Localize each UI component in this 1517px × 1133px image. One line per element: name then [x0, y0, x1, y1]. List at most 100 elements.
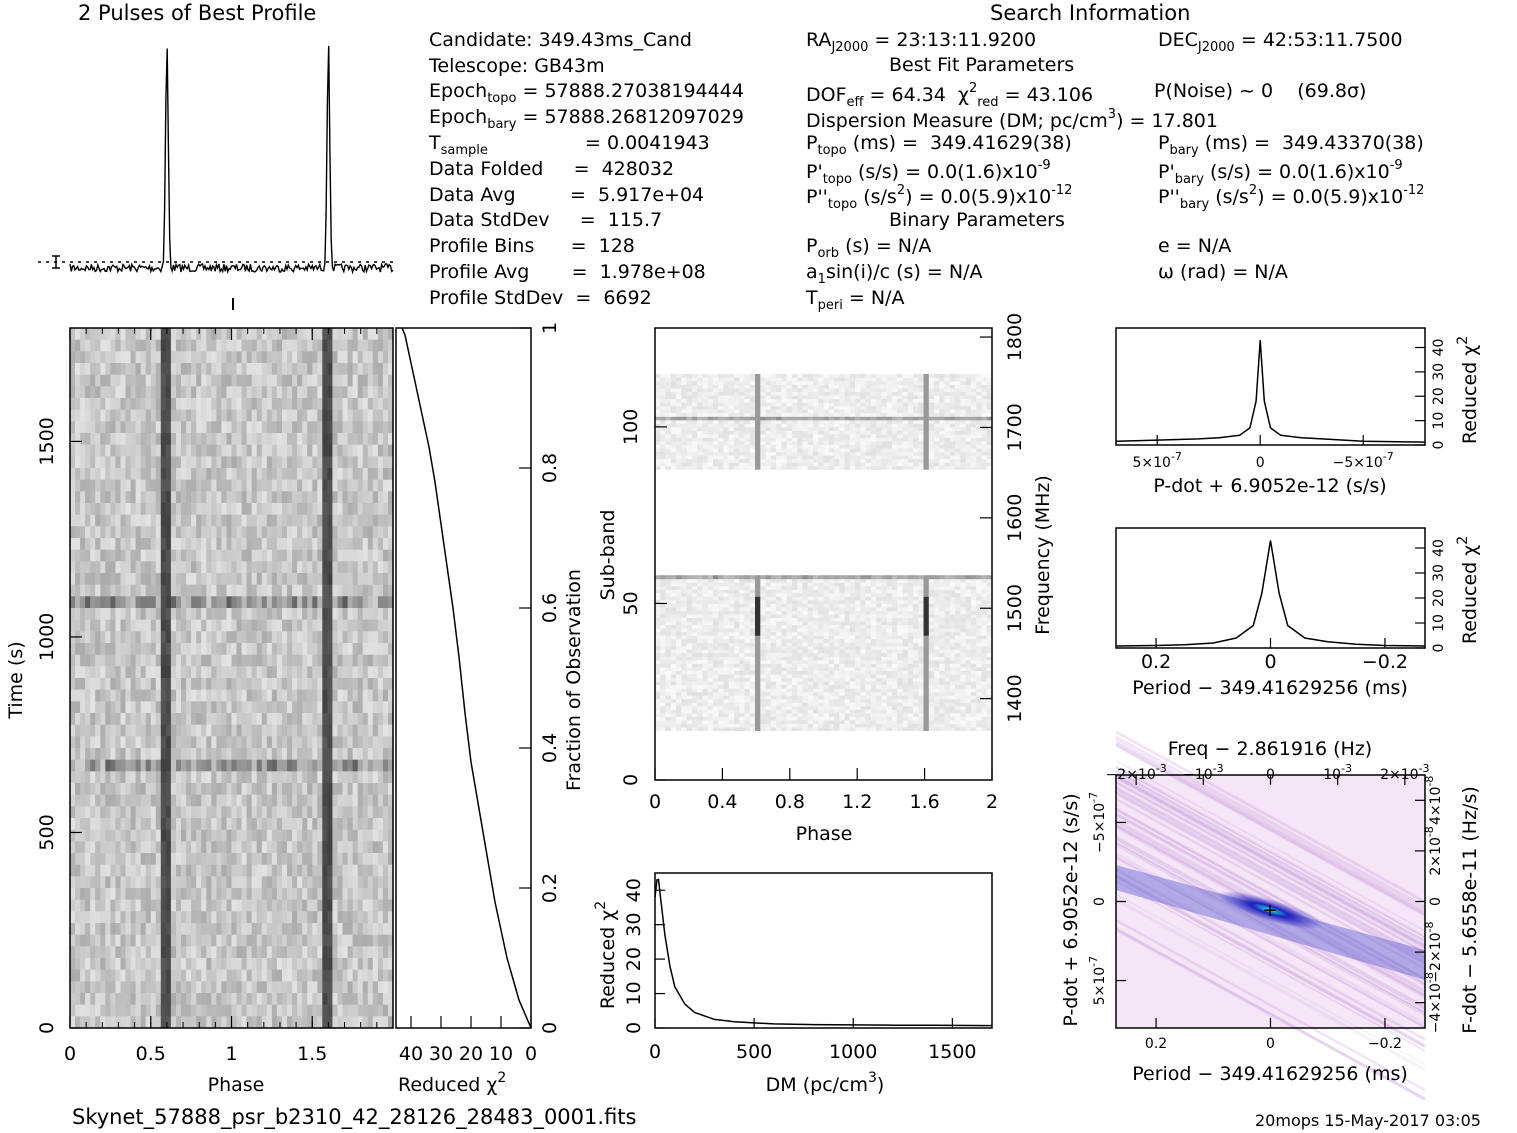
- sb-cell: [802, 727, 809, 731]
- tp-cell: [120, 526, 126, 539]
- sb-cell: [776, 727, 782, 731]
- sb-cell: [828, 681, 835, 686]
- tp-cell: [170, 783, 177, 796]
- tp-cell: [170, 421, 177, 434]
- sb-cell: [797, 723, 803, 728]
- sb-cell: [781, 695, 788, 700]
- sb-cell: [702, 705, 709, 710]
- tp-cell: [105, 911, 111, 924]
- tp-cell: [307, 433, 313, 446]
- tp-cell: [307, 794, 313, 807]
- sb-cell: [776, 720, 782, 724]
- tp-cell: [352, 351, 359, 364]
- tp-cell: [352, 514, 359, 527]
- sb-cell: [886, 677, 893, 682]
- tp-cell: [241, 526, 248, 539]
- sb-cell: [697, 727, 703, 731]
- tp-cell: [120, 619, 126, 632]
- tp-cell: [302, 479, 308, 492]
- sb-cell: [813, 705, 819, 710]
- sb-cell: [707, 691, 714, 696]
- sb-cell: [960, 712, 967, 717]
- tp-cell: [287, 888, 293, 901]
- tp-cell: [282, 969, 288, 982]
- tp-cell: [120, 841, 126, 854]
- tp-cell: [191, 934, 197, 947]
- sb-cell: [965, 702, 972, 707]
- sb-cell: [712, 698, 719, 703]
- tp-cell: [342, 678, 348, 691]
- tp-cell: [70, 853, 76, 866]
- tp-cell: [251, 526, 258, 539]
- tp-cell: [302, 386, 308, 399]
- tp-cell: [266, 328, 273, 341]
- tp-cell: [332, 958, 338, 971]
- sb-cell: [670, 709, 677, 714]
- sb-cell: [702, 720, 709, 724]
- sb-cell: [734, 705, 740, 710]
- tp-cell: [186, 818, 192, 831]
- tp-cell: [372, 888, 379, 901]
- tp-cell: [95, 678, 101, 691]
- sb-cell: [728, 695, 735, 700]
- tp-cell: [226, 806, 232, 819]
- tp-cell: [322, 1016, 328, 1029]
- sb-cell: [765, 727, 772, 731]
- tp-cell: [85, 503, 91, 516]
- tp-cell: [100, 713, 106, 726]
- tp-cell: [221, 526, 227, 539]
- tp-cell: [100, 503, 106, 516]
- tp-cell: [130, 759, 137, 772]
- tp-cell: [367, 654, 374, 667]
- tp-cell: [266, 958, 273, 971]
- tp-cell: [100, 514, 106, 527]
- tp-cell: [95, 993, 101, 1006]
- tp-cell: [246, 351, 253, 364]
- tp-cell: [357, 351, 364, 364]
- sb-cell: [807, 684, 814, 689]
- tp-cell: [110, 713, 116, 726]
- sb-cell: [902, 723, 909, 728]
- tp-cell: [347, 969, 354, 982]
- tp-cell: [377, 829, 384, 842]
- pddot-topo-line: P''topo (s/s2) = 0.0(5.9)x10-12: [806, 183, 1073, 212]
- sb-cell: [855, 677, 861, 682]
- sb-cell: [660, 727, 667, 731]
- tp-cell: [266, 923, 273, 936]
- sb-cell: [765, 712, 772, 717]
- tp-cell: [236, 911, 242, 924]
- pnoise-line: P(Noise) ~ 0 (69.8σ): [1154, 80, 1367, 102]
- tp-cell: [251, 911, 258, 924]
- tp-cell: [145, 701, 152, 714]
- tp-cell: [342, 969, 348, 982]
- tp-cell: [191, 923, 197, 936]
- tp-cell: [206, 468, 212, 481]
- sb-cell: [749, 691, 756, 696]
- tp-cell: [155, 981, 162, 994]
- tp-cell: [388, 864, 394, 877]
- tp-cell: [226, 374, 232, 387]
- tp-cell: [352, 421, 359, 434]
- tp-cell: [115, 888, 121, 901]
- sb-cell: [849, 698, 856, 703]
- tp-cell: [231, 818, 237, 831]
- tp-cell: [206, 1016, 212, 1029]
- tp-cell: [186, 409, 192, 422]
- sb-cell: [865, 712, 872, 717]
- tp-cell: [266, 888, 273, 901]
- sb-cell: [739, 681, 746, 686]
- tp-cell: [140, 573, 147, 586]
- tp-cell: [206, 946, 212, 959]
- tp-cell: [352, 561, 359, 574]
- tp-cell: [95, 363, 101, 376]
- tp-cell: [367, 1004, 374, 1017]
- tp-cell: [115, 363, 121, 376]
- sb-cell: [897, 702, 903, 707]
- tp-cell: [236, 596, 242, 609]
- tp-cell: [105, 503, 111, 516]
- sb-cell: [913, 723, 919, 728]
- tp-cell: [181, 771, 187, 784]
- tp-cell: [70, 771, 76, 784]
- tp-cell: [201, 806, 207, 819]
